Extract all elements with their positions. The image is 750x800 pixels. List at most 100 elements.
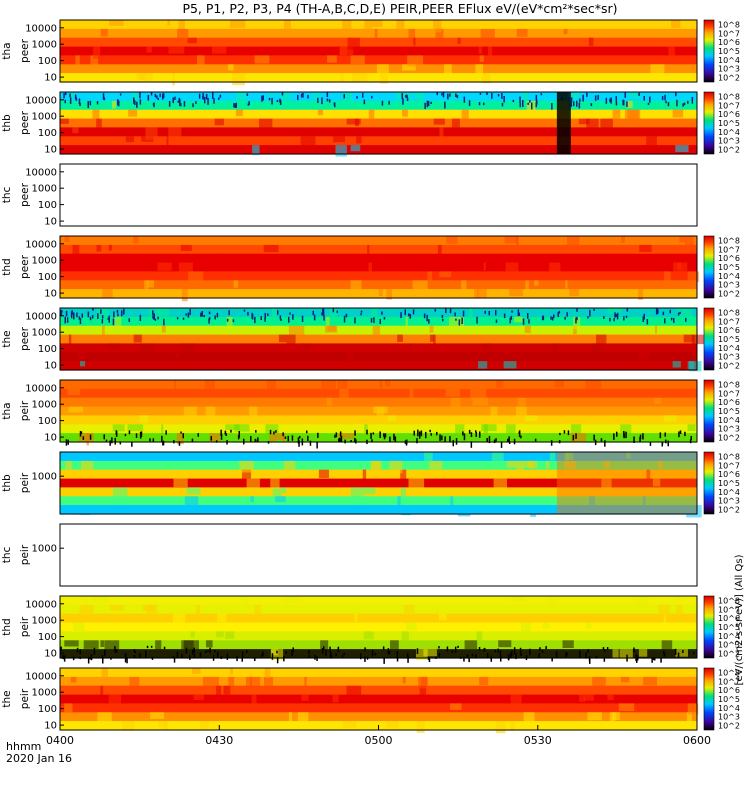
spectrogram-streak xyxy=(321,380,336,389)
noise-speckle xyxy=(594,95,597,101)
noise-speckle xyxy=(124,656,127,663)
noise-speckle xyxy=(325,649,327,656)
spectrogram-streak xyxy=(687,703,699,715)
noise-speckle xyxy=(438,646,440,649)
noise-speckle xyxy=(586,92,588,97)
noise-speckle xyxy=(512,99,515,103)
colorbar-tick-label: 10^2 xyxy=(718,290,740,299)
noise-speckle xyxy=(189,308,191,315)
y-tick-label: 1000 xyxy=(32,256,57,267)
spectrogram-streak xyxy=(235,109,243,117)
noise-speckle xyxy=(218,97,220,100)
noise-speckle xyxy=(317,432,319,438)
noise-speckle xyxy=(210,436,212,441)
colorbar-tick-label: 10^5 xyxy=(718,695,740,704)
noise-speckle xyxy=(389,436,391,442)
noise-speckle xyxy=(238,431,240,438)
noise-speckle xyxy=(458,319,461,326)
noise-speckle xyxy=(379,318,381,324)
spectrogram-streak xyxy=(404,604,415,613)
colorbar-tick-label: 10^5 xyxy=(718,263,740,272)
spectrogram-streak xyxy=(179,343,195,352)
noise-speckle xyxy=(291,435,294,441)
spectrogram-streak xyxy=(335,145,347,157)
noise-speckle xyxy=(193,647,195,653)
spectrogram-streak xyxy=(461,109,469,122)
spectrogram-streak xyxy=(168,127,182,137)
noise-speckle xyxy=(409,314,412,319)
noise-speckle xyxy=(79,649,81,654)
spectrogram-streak xyxy=(90,55,99,66)
noise-speckle xyxy=(241,651,244,658)
colorbar-tick-label: 10^5 xyxy=(718,119,740,128)
colorbar-tick-label: 10^3 xyxy=(718,281,740,290)
panel-the-peir: the peir 10^210^310^410^510^610^710^8 10000… xyxy=(1,667,740,734)
spectrogram-streak xyxy=(374,28,378,38)
noise-speckle xyxy=(494,649,496,653)
noise-speckle xyxy=(134,651,136,654)
noise-speckle xyxy=(312,310,314,316)
spectrogram-streak xyxy=(108,694,122,706)
noise-speckle xyxy=(199,652,202,658)
noise-speckle xyxy=(198,93,201,99)
spectrogram-streak xyxy=(396,20,405,32)
noise-speckle xyxy=(123,308,125,315)
spectrogram-streak xyxy=(483,262,486,271)
noise-speckle xyxy=(643,96,645,101)
noise-speckle xyxy=(606,647,609,650)
spectrogram-streak xyxy=(658,604,670,616)
spectrogram-streak xyxy=(444,64,452,75)
spectrogram-streak xyxy=(429,460,443,470)
noise-speckle xyxy=(308,650,310,654)
noise-speckle xyxy=(455,438,458,445)
spectrogram-streak xyxy=(573,325,577,335)
colorbar-tick-label: 10^8 xyxy=(718,236,740,245)
spectrogram-streak xyxy=(638,649,648,657)
noise-speckle xyxy=(470,432,473,437)
spectrogram-streak xyxy=(542,622,550,629)
spectrogram-streak xyxy=(516,28,528,37)
noise-speckle xyxy=(383,657,385,664)
noise-speckle xyxy=(429,429,431,433)
spectrogram-streak xyxy=(350,487,365,497)
noise-speckle xyxy=(387,648,390,655)
noise-speckle xyxy=(108,315,110,323)
spectrogram-band xyxy=(60,262,697,273)
noise-speckle xyxy=(510,315,513,320)
spectrogram-streak xyxy=(177,28,189,40)
spectrogram-band xyxy=(60,253,697,264)
noise-speckle xyxy=(412,309,415,315)
noise-speckle xyxy=(663,652,666,657)
noise-speckle xyxy=(354,437,356,443)
spectrogram-streak xyxy=(60,118,69,124)
colorbar-tick-label: 10^5 xyxy=(718,335,740,344)
spectrogram-streak xyxy=(342,92,352,103)
spectrogram-streak xyxy=(186,487,201,495)
noise-speckle xyxy=(111,437,113,444)
noise-speckle xyxy=(652,657,655,661)
noise-speckle xyxy=(102,657,104,664)
spectrogram-band xyxy=(60,136,697,146)
noise-speckle xyxy=(60,646,62,652)
noise-speckle xyxy=(683,102,686,106)
spectrogram-streak xyxy=(687,271,699,282)
noise-speckle xyxy=(679,311,681,314)
spectrogram-streak xyxy=(445,388,460,397)
noise-speckle xyxy=(587,649,589,653)
noise-speckle xyxy=(152,315,154,319)
spectrogram-band xyxy=(60,433,697,443)
spectrogram-streak xyxy=(524,325,531,334)
spectrogram-band xyxy=(60,604,697,615)
noise-speckle xyxy=(247,103,250,106)
noise-speckle xyxy=(189,655,191,660)
noise-speckle xyxy=(205,94,208,100)
noise-speckle xyxy=(307,94,309,99)
noise-speckle xyxy=(510,652,512,659)
noise-speckle xyxy=(564,316,566,320)
panel-frame xyxy=(59,19,698,83)
spectrogram-streak xyxy=(172,613,186,624)
noise-speckle xyxy=(475,654,477,658)
noise-speckle xyxy=(382,646,385,651)
noise-speckle xyxy=(655,308,658,315)
spectrogram-streak xyxy=(79,505,91,515)
